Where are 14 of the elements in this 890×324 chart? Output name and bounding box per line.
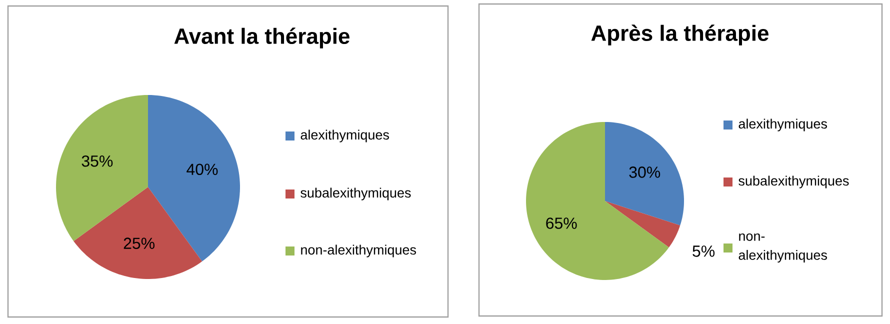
legend-label: subalexithymiques	[300, 188, 411, 200]
chart-title: Avant la thérapie	[174, 28, 350, 48]
legend-label: alexithymiques	[300, 130, 389, 142]
legend-label: non-alexithymiques	[738, 233, 827, 263]
data-label: 30%	[629, 166, 660, 178]
data-label: 25%	[124, 238, 155, 249]
chart-title: Après la thérapie	[591, 24, 768, 46]
legend-label: alexithymiques	[738, 118, 827, 132]
legend-label: subalexithymiques	[738, 176, 849, 188]
data-label: 65%	[546, 218, 577, 229]
legend-label: non-alexithymiques	[301, 244, 416, 258]
data-label: 5%	[692, 246, 715, 257]
data-label: 35%	[82, 155, 113, 167]
data-label: 40%	[186, 164, 218, 176]
